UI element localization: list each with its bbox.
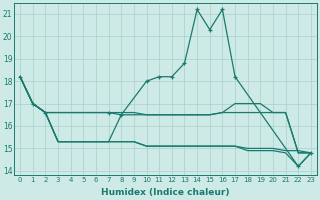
- X-axis label: Humidex (Indice chaleur): Humidex (Indice chaleur): [101, 188, 230, 197]
